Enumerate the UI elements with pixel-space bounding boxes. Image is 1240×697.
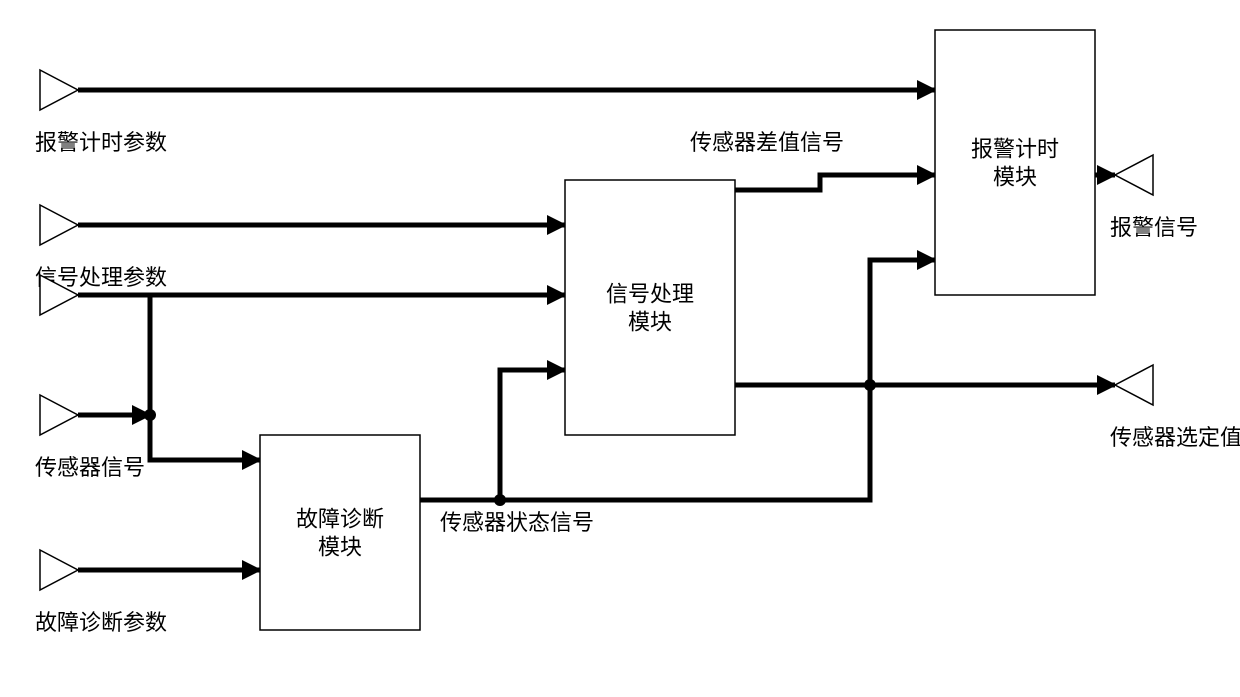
output-triangle-sensor_sel (1115, 365, 1153, 405)
fault-label-1: 故障诊断 (296, 507, 384, 532)
fault-box (260, 435, 420, 630)
output-triangle-alarm_out (1115, 155, 1153, 195)
output-label-sensor_sel: 传感器选定值 (1110, 425, 1240, 450)
signal-label-1: 信号处理 (606, 282, 694, 307)
alarm-label-1: 报警计时 (971, 137, 1059, 162)
wire-9 (735, 175, 935, 190)
fault-label-2: 模块 (318, 535, 362, 560)
input-triangle-sensor_sig2 (40, 395, 78, 435)
input-triangle-signal_param (40, 205, 78, 245)
signal-label-2: 模块 (628, 310, 672, 335)
junction-dot-0 (144, 409, 156, 421)
mid-label-sensor_diff: 传感器差值信号 (690, 130, 844, 155)
signal-box (565, 180, 735, 435)
output-label-alarm_out: 报警信号 (1110, 215, 1198, 240)
input-triangle-alarm_param (40, 70, 78, 110)
mid-label-sensor_state: 传感器状态信号 (440, 510, 594, 535)
wire-6 (420, 370, 565, 500)
input-label-alarm_param: 报警计时参数 (35, 130, 167, 155)
alarm-label-2: 模块 (993, 165, 1037, 190)
input-label-fault_param: 故障诊断参数 (35, 610, 167, 635)
wire-2 (78, 295, 260, 460)
junction-dot-2 (864, 379, 876, 391)
junction-dot-1 (494, 494, 506, 506)
input-triangle-fault_param (40, 550, 78, 590)
input-label-sensor-sig: 传感器信号 (35, 455, 145, 480)
alarm-box (935, 30, 1095, 295)
